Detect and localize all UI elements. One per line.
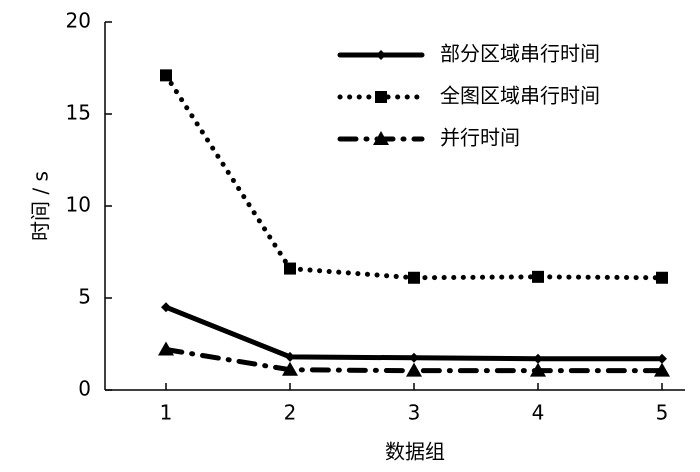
marker <box>284 262 296 275</box>
legend-marker <box>373 131 389 145</box>
x-tick-label: 1 <box>160 401 173 425</box>
x-tick-label: 3 <box>408 401 421 425</box>
legend-label: 全图区域串行时间 <box>440 84 600 108</box>
marker <box>530 362 546 377</box>
x-tick-label: 4 <box>532 401 545 425</box>
legend-marker <box>376 50 386 60</box>
marker <box>285 351 295 362</box>
marker <box>161 302 171 313</box>
x-axis-label: 数据组 <box>385 440 445 464</box>
marker <box>160 69 172 82</box>
marker <box>408 271 420 284</box>
y-tick-label: 0 <box>78 377 91 401</box>
y-tick-label: 10 <box>66 193 91 217</box>
marker <box>282 361 298 376</box>
marker <box>532 270 544 283</box>
marker <box>654 362 670 377</box>
marker <box>657 353 667 364</box>
series-line <box>163 304 665 362</box>
legend-marker <box>375 91 387 103</box>
marker <box>409 352 419 363</box>
y-tick-label: 15 <box>66 101 91 125</box>
x-tick-label: 2 <box>284 401 297 425</box>
y-axis-label: 时间 / s <box>29 171 53 241</box>
marker <box>533 353 543 364</box>
marker <box>656 271 668 284</box>
legend-label: 部分区域串行时间 <box>440 42 600 66</box>
marker <box>406 362 422 377</box>
legend-label: 并行时间 <box>440 126 520 150</box>
y-tick-label: 5 <box>78 285 91 309</box>
marker <box>158 341 174 356</box>
y-tick-label: 20 <box>66 9 91 33</box>
x-tick-label: 5 <box>656 401 669 425</box>
